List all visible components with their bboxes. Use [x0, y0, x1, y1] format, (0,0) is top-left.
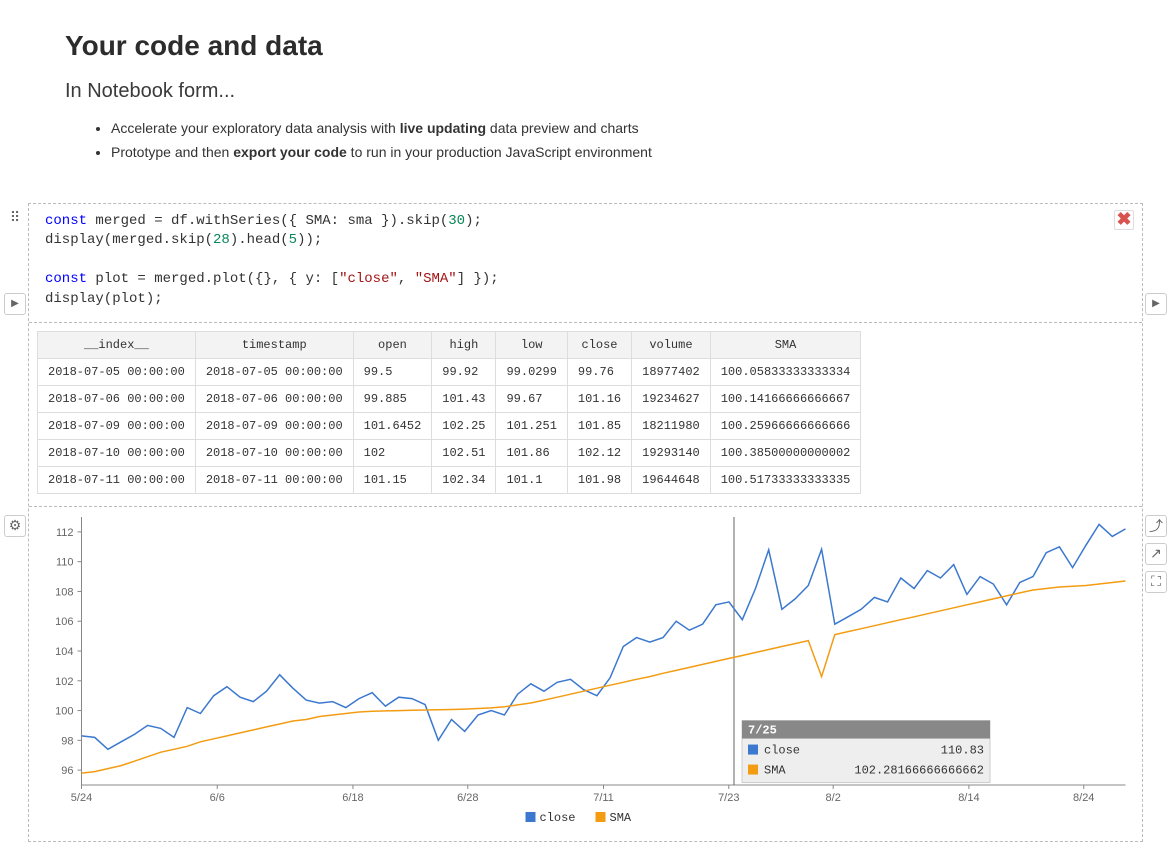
svg-text:98: 98: [61, 735, 73, 747]
chart-output: 96 98 100 102 104 106 108 110 112 5/24 6/6 6/18 6/28…: [29, 506, 1142, 841]
svg-text:106: 106: [55, 616, 73, 628]
svg-text:102.28166666666662: 102.28166666666662: [854, 763, 984, 777]
feature-list: Accelerate your exploratory data analysi…: [65, 117, 1106, 165]
svg-text:100: 100: [55, 705, 73, 717]
svg-text:7/25: 7/25: [748, 723, 777, 737]
expand-button[interactable]: ⛶: [1145, 571, 1167, 593]
svg-text:8/2: 8/2: [826, 792, 841, 804]
column-header: close: [567, 331, 631, 358]
svg-text:SMA: SMA: [764, 763, 786, 777]
svg-text:7/11: 7/11: [593, 792, 614, 804]
code-editor[interactable]: const merged = df.withSeries({ SMA: sma …: [29, 204, 1142, 322]
svg-text:8/14: 8/14: [958, 792, 979, 804]
output-table-area: __index__timestampopenhighlowclosevolume…: [29, 322, 1142, 506]
table-row: 2018-07-10 00:00:002018-07-10 00:00:0010…: [38, 439, 861, 466]
notebook-cell: ✖ const merged = df.withSeries({ SMA: sm…: [28, 203, 1143, 842]
svg-text:close: close: [764, 743, 800, 757]
page-title: Your code and data: [65, 30, 1106, 62]
close-cell-button[interactable]: ✖: [1114, 210, 1134, 230]
column-header: low: [496, 331, 567, 358]
svg-text:108: 108: [55, 586, 73, 598]
run-cell-button-right[interactable]: ▶: [1145, 293, 1167, 315]
svg-text:8/24: 8/24: [1073, 792, 1094, 804]
svg-text:110.83: 110.83: [941, 743, 984, 757]
column-header: high: [432, 331, 496, 358]
svg-text:96: 96: [61, 765, 73, 777]
settings-button[interactable]: ⚙: [4, 515, 26, 537]
column-header: volume: [632, 331, 711, 358]
open-external-button[interactable]: ↗: [1145, 543, 1167, 565]
svg-text:6/28: 6/28: [457, 792, 478, 804]
svg-text:112: 112: [56, 526, 74, 538]
upload-button[interactable]: ⤴: [1145, 515, 1167, 537]
column-header: open: [353, 331, 432, 358]
svg-text:110: 110: [56, 556, 74, 568]
table-row: 2018-07-09 00:00:002018-07-09 00:00:0010…: [38, 412, 861, 439]
feature-item: Accelerate your exploratory data analysi…: [111, 117, 1106, 141]
table-row: 2018-07-05 00:00:002018-07-05 00:00:0099…: [38, 358, 861, 385]
data-table: __index__timestampopenhighlowclosevolume…: [37, 331, 861, 494]
svg-text:6/18: 6/18: [342, 792, 363, 804]
column-header: SMA: [710, 331, 861, 358]
svg-text:104: 104: [55, 646, 73, 658]
svg-text:close: close: [540, 811, 576, 825]
line-chart[interactable]: 96 98 100 102 104 106 108 110 112 5/24 6/6 6/18 6/28…: [33, 511, 1138, 831]
column-header: timestamp: [195, 331, 353, 358]
svg-text:7/23: 7/23: [718, 792, 739, 804]
drag-handle-icon[interactable]: ⠿: [4, 207, 26, 229]
svg-text:5/24: 5/24: [71, 792, 92, 804]
table-row: 2018-07-11 00:00:002018-07-11 00:00:0010…: [38, 466, 861, 493]
feature-item: Prototype and then export your code to r…: [111, 141, 1106, 165]
table-row: 2018-07-06 00:00:002018-07-06 00:00:0099…: [38, 385, 861, 412]
svg-text:102: 102: [55, 675, 73, 687]
svg-text:6/6: 6/6: [210, 792, 225, 804]
column-header: __index__: [38, 331, 196, 358]
run-cell-button[interactable]: ▶: [4, 293, 26, 315]
svg-text:SMA: SMA: [610, 811, 632, 825]
page-subtitle: In Notebook form...: [65, 80, 1106, 103]
